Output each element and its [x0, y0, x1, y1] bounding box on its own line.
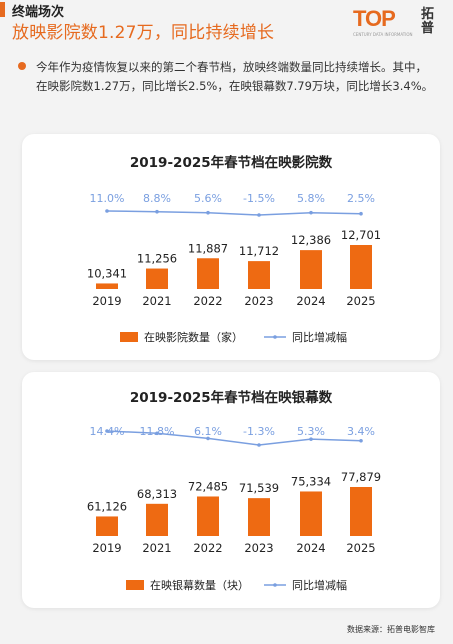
bar — [300, 491, 322, 536]
yoy-point — [155, 209, 159, 214]
bar — [96, 516, 118, 536]
yoy-point — [206, 210, 210, 215]
yoy-point — [309, 210, 313, 215]
section-label: 终端场次 — [12, 5, 65, 20]
bar-value-label: 11,887 — [188, 241, 228, 255]
bar-value-label: 10,341 — [87, 266, 127, 280]
yoy-label: -1.3% — [243, 425, 275, 438]
x-tick-label: 2021 — [142, 294, 171, 308]
yoy-series-line — [106, 430, 362, 446]
legend-bar-label: 在映银幕数量（块） — [150, 578, 249, 592]
legend-bar-swatch — [120, 332, 138, 342]
bar-value-label: 12,386 — [291, 233, 331, 247]
data-source: 数据来源：拓普电影智库 — [347, 625, 435, 634]
chart-title: 2019-2025年春节档在映银幕数 — [130, 389, 333, 406]
legend-bar-label: 在映影院数量（家） — [144, 330, 243, 344]
screen-count-chart: 2019-2025年春节档在映银幕数 14.4% 11.8% 6.1% -1.3% 5.3… — [87, 389, 381, 592]
logo-subtitle: CENTURY DATA INFORMATION — [353, 32, 413, 37]
bar — [350, 245, 372, 289]
cinema-count-chart-card: 2019-2025年春节档在映影院数 11.0% 8.8% 5.6% -1.5% 5.8%… — [22, 134, 440, 360]
yoy-point — [257, 443, 261, 447]
x-tick-label: 2021 — [142, 541, 171, 555]
x-tick-label: 2023 — [244, 294, 273, 308]
yoy-label: 6.1% — [194, 425, 222, 438]
bar-value-label: 11,256 — [137, 252, 177, 266]
top-logo: TOP 拓普 CENTURY DATA INFORMATION — [353, 6, 439, 42]
x-tick-label: 2019 — [92, 294, 121, 308]
bar — [146, 268, 168, 289]
bar — [300, 250, 322, 289]
logo-mark: TOP — [353, 6, 396, 31]
bar-value-label: 71,539 — [239, 481, 279, 495]
x-tick-label: 2024 — [296, 294, 325, 308]
legend-line-label: 同比增减幅 — [292, 330, 347, 344]
bar — [197, 258, 219, 289]
header-accent-bar — [0, 2, 5, 17]
chart-title: 2019-2025年春节档在映影院数 — [130, 154, 333, 171]
bar — [248, 498, 270, 536]
yoy-point — [155, 431, 159, 436]
intro-paragraph: 今年作为疫情恢复以来的第二个春节档，放映终端数量同比持续增长。其中，在映影院数1… — [18, 58, 438, 96]
x-tick-label: 2022 — [193, 541, 222, 555]
cinema-count-chart: 2019-2025年春节档在映影院数 11.0% 8.8% 5.6% -1.5% 5.8%… — [87, 154, 381, 344]
bar — [146, 503, 168, 536]
x-tick-label: 2023 — [244, 541, 273, 555]
bar-value-label: 68,313 — [137, 487, 177, 501]
yoy-label: 3.4% — [347, 425, 375, 438]
legend-line-marker — [273, 583, 277, 587]
yoy-point — [359, 439, 363, 443]
yoy-label: 5.6% — [194, 192, 222, 205]
yoy-point — [359, 211, 363, 216]
yoy-label: 14.4% — [90, 425, 125, 438]
yoy-label: 5.3% — [297, 425, 325, 438]
bar-value-label: 61,126 — [87, 499, 127, 513]
page-title: 放映影院数1.27万，同比持续增长 — [12, 23, 275, 43]
x-tick-label: 2022 — [193, 294, 222, 308]
x-tick-label: 2019 — [92, 541, 121, 555]
bar — [350, 487, 372, 536]
yoy-label: 5.8% — [297, 192, 325, 205]
x-tick-label: 2025 — [346, 294, 375, 308]
page-header: 终端场次 放映影院数1.27万，同比持续增长 TOP 拓普 CENTURY DA… — [0, 0, 453, 50]
yoy-point — [105, 209, 109, 213]
bullet-dot-icon — [18, 62, 26, 70]
yoy-point — [206, 436, 210, 441]
yoy-point — [257, 213, 261, 217]
bar — [248, 261, 270, 289]
x-tick-label: 2024 — [296, 541, 325, 555]
x-tick-label: 2025 — [346, 541, 375, 555]
yoy-label: -1.5% — [243, 192, 275, 205]
bar — [197, 496, 219, 536]
logo-chinese: 拓普 — [421, 7, 435, 36]
yoy-point — [105, 429, 109, 433]
yoy-series-line — [106, 210, 362, 216]
bar-value-label: 77,879 — [341, 470, 381, 484]
bar-value-label: 72,485 — [188, 479, 228, 493]
yoy-point — [309, 437, 313, 441]
yoy-label: 11.8% — [140, 425, 175, 438]
bar-value-label: 75,334 — [291, 474, 331, 488]
bar-value-label: 11,712 — [239, 244, 279, 258]
yoy-label: 11.0% — [90, 192, 125, 205]
legend-line-marker — [273, 335, 277, 339]
yoy-label: 2.5% — [347, 192, 375, 205]
yoy-label: 8.8% — [143, 192, 171, 205]
bar-value-label: 12,701 — [341, 228, 381, 242]
intro-text: 今年作为疫情恢复以来的第二个春节档，放映终端数量同比持续增长。其中，在映影院数1… — [36, 60, 434, 93]
legend-bar-swatch — [126, 580, 144, 590]
screen-count-chart-card: 2019-2025年春节档在映银幕数 14.4% 11.8% 6.1% -1.3% 5.3… — [22, 372, 440, 608]
legend-line-label: 同比增减幅 — [292, 578, 347, 592]
bar — [96, 283, 118, 289]
